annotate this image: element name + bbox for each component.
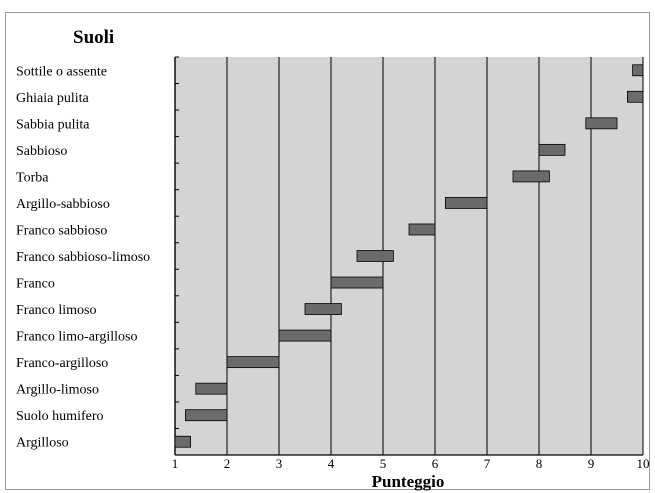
bar-6 bbox=[408, 223, 436, 236]
category-label-4: Torba bbox=[16, 170, 49, 185]
bar-9 bbox=[304, 303, 342, 315]
x-tick-label-4: 4 bbox=[328, 456, 335, 471]
category-label-0: Sottile o assente bbox=[16, 64, 107, 79]
x-tick-label-2: 2 bbox=[224, 456, 231, 471]
bar-12 bbox=[195, 382, 228, 395]
category-label-7: Franco sabbioso-limoso bbox=[16, 250, 150, 265]
bar-2 bbox=[585, 117, 618, 130]
category-label-3: Sabbioso bbox=[16, 144, 67, 159]
bars bbox=[174, 64, 644, 448]
category-label-8: Franco bbox=[16, 277, 55, 292]
category-label-9: Franco limoso bbox=[16, 303, 97, 318]
x-tick-label-10: 10 bbox=[637, 456, 650, 471]
bar-4 bbox=[512, 170, 550, 183]
category-label-11: Franco-argilloso bbox=[16, 356, 108, 371]
category-labels: Sottile o assente Ghiaia pulita Sabbia pul… bbox=[16, 64, 150, 450]
category-label-12: Argillo-limoso bbox=[16, 383, 99, 398]
bar-11 bbox=[226, 356, 280, 369]
x-tick-label-9: 9 bbox=[588, 456, 595, 471]
bar-3 bbox=[538, 143, 566, 156]
x-tick-label-8: 8 bbox=[536, 456, 543, 471]
chart-title: Suoli bbox=[73, 27, 114, 48]
x-tick-labels: 1 2 3 4 5 6 7 8 9 10 bbox=[172, 456, 650, 471]
category-label-2: Sabbia pulita bbox=[16, 117, 90, 132]
category-label-5: Argillo-sabbioso bbox=[16, 197, 110, 212]
x-tick-label-6: 6 bbox=[432, 456, 439, 471]
category-label-14: Argilloso bbox=[16, 436, 69, 451]
bar-0 bbox=[632, 64, 644, 77]
x-tick-label-7: 7 bbox=[484, 456, 491, 471]
x-axis-label: Punteggio bbox=[372, 472, 445, 491]
bar-7 bbox=[356, 250, 394, 262]
x-tick-label-1: 1 bbox=[172, 456, 179, 471]
bar-13 bbox=[184, 409, 228, 422]
bar-5 bbox=[444, 197, 488, 209]
x-tick-label-3: 3 bbox=[276, 456, 283, 471]
bar-8 bbox=[330, 276, 384, 289]
x-tick-label-5: 5 bbox=[380, 456, 387, 471]
bar-10 bbox=[278, 329, 332, 342]
category-label-13: Suolo humifero bbox=[16, 409, 104, 424]
category-label-6: Franco sabbioso bbox=[16, 223, 107, 238]
bar-1 bbox=[627, 90, 644, 103]
plot-area bbox=[175, 57, 643, 455]
category-label-10: Franco limo-argilloso bbox=[16, 330, 137, 345]
category-label-1: Ghiaia pulita bbox=[16, 91, 89, 106]
bar-14 bbox=[174, 435, 191, 448]
